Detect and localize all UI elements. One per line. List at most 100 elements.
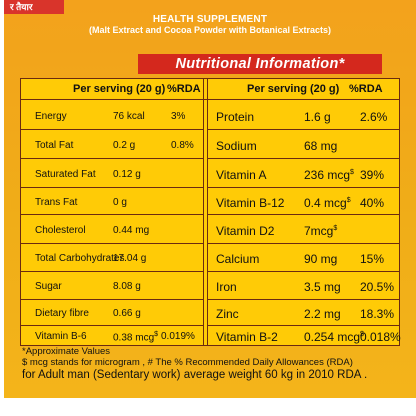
nutrient-value-text: 1.6 g bbox=[304, 110, 331, 124]
nutrient-value-text: 0.12 g bbox=[113, 169, 141, 180]
table-header-rule bbox=[21, 99, 399, 100]
nutrient-row: Protein 1.6 g 2.6% bbox=[208, 101, 399, 129]
microgram-marker: $ bbox=[333, 225, 338, 232]
nutrient-name: Vitamin B-2 bbox=[216, 330, 278, 344]
row-divider bbox=[208, 187, 399, 188]
nutrient-rda: 15% bbox=[360, 252, 385, 266]
nutrient-value: 0.44 mg bbox=[113, 225, 149, 236]
microgram-marker: $ bbox=[350, 169, 354, 176]
nutrient-row: Saturated Fat 0.12 g bbox=[21, 158, 203, 187]
nutrient-row: Vitamin B-6 0.38 mcg$ 0.019% bbox=[21, 325, 203, 345]
nutrient-value-text: 0.254 mcg bbox=[304, 330, 361, 344]
row-divider bbox=[208, 299, 399, 300]
nutrient-value: 0.4 mcg$ bbox=[304, 196, 351, 210]
nutrient-row: Trans Fat 0 g bbox=[21, 187, 203, 214]
left-header-rda: %RDA bbox=[167, 83, 201, 95]
nutrient-name: Cholesterol bbox=[35, 225, 86, 236]
nutrient-row: Total Carbohydrates 17.04 g bbox=[21, 243, 203, 271]
nutrient-value: 1.6 g bbox=[304, 110, 331, 124]
row-divider bbox=[21, 158, 203, 159]
nutrient-name: Sugar bbox=[35, 281, 62, 292]
nutrient-name: Iron bbox=[216, 280, 237, 294]
nutrient-value-text: 8.08 g bbox=[113, 281, 141, 292]
bottom-white-strip bbox=[0, 398, 416, 416]
nutrient-value-text: 0.2 g bbox=[113, 140, 136, 151]
nutrient-row: Zinc 2.2 mg 18.3% bbox=[208, 299, 399, 325]
nutrient-name: Dietary fibre bbox=[35, 308, 89, 319]
nutrient-row: Sugar 8.08 g bbox=[21, 271, 203, 299]
nutrient-rda: 20.5% bbox=[360, 280, 395, 294]
nutrient-value: 0 g bbox=[113, 197, 127, 208]
footnote-adult: for Adult man (Sedentary work) average w… bbox=[22, 369, 368, 381]
nutrient-name: Total Fat bbox=[35, 140, 74, 151]
nutrient-value: 0.38 mcg$ bbox=[113, 331, 158, 343]
header-title: HEALTH SUPPLEMENT bbox=[152, 14, 268, 25]
table-center-divider-2 bbox=[207, 79, 208, 345]
nutritional-information-banner: Nutritional Information* bbox=[138, 54, 382, 74]
right-header-rda: %RDA bbox=[349, 83, 383, 95]
nutrient-rda: 0.018% bbox=[360, 330, 401, 344]
label-panel: र तैयार HEALTH SUPPLEMENT (Malt Extract … bbox=[4, 0, 416, 398]
nutrition-table: Per serving (20 g) %RDA Per serving (20 … bbox=[20, 78, 401, 346]
table-right-edge bbox=[399, 79, 400, 345]
row-divider bbox=[208, 325, 399, 326]
nutrient-value: 0.66 g bbox=[113, 308, 141, 319]
nutrient-value: 2.2 mg bbox=[304, 307, 341, 321]
nutrient-value-text: 0.38 mcg bbox=[113, 332, 155, 344]
nutrient-name: Total Carbohydrates bbox=[35, 253, 125, 264]
nutrient-row: Vitamin A 236 mcg$ 39% bbox=[208, 158, 399, 187]
nutrient-name: Trans Fat bbox=[35, 197, 78, 208]
footnote-approx: *Approximate Values bbox=[22, 346, 111, 357]
nutrient-value: 0.2 g bbox=[113, 140, 135, 151]
row-divider bbox=[21, 299, 203, 300]
right-header-serving: Per serving (20 g) bbox=[247, 83, 340, 95]
row-divider bbox=[21, 214, 203, 215]
nutrient-row: Vitamin B-2 0.254 mcg$ 0.018% bbox=[208, 325, 401, 345]
table-center-divider bbox=[203, 79, 204, 345]
microgram-marker: $ bbox=[346, 197, 351, 204]
corner-text: र तैयार bbox=[10, 2, 33, 12]
nutrient-value-text: 236 mcg bbox=[304, 168, 351, 182]
nutrient-rda: 18.3% bbox=[360, 307, 395, 321]
nutrient-value: 3.5 mg bbox=[304, 280, 341, 294]
nutrient-value: 0.12 g bbox=[113, 169, 141, 180]
row-divider bbox=[21, 187, 203, 188]
nutrient-rda: 0.019% bbox=[161, 331, 195, 342]
nutrient-name: Energy bbox=[35, 111, 67, 122]
microgram-marker: $ bbox=[360, 331, 364, 338]
row-divider bbox=[208, 158, 399, 159]
nutrient-rda: 2.6% bbox=[360, 110, 388, 124]
nutrient-value-text: 68 mg bbox=[304, 139, 338, 153]
row-divider bbox=[208, 129, 399, 130]
nutrient-value-text: 17.04 g bbox=[113, 253, 147, 264]
nutrient-value-text: 90 mg bbox=[304, 252, 338, 266]
row-divider bbox=[21, 271, 203, 272]
row-divider bbox=[21, 243, 203, 244]
nutrient-rda: 0.8% bbox=[171, 140, 194, 151]
nutrient-value-text: 0 g bbox=[113, 197, 127, 208]
microgram-marker: $ bbox=[154, 331, 159, 338]
nutrient-row: Vitamin D2 7mcg$ bbox=[208, 214, 399, 243]
row-divider bbox=[208, 271, 399, 272]
nutrient-value-text: 2.2 mg bbox=[304, 307, 341, 321]
nutrient-row: Dietary fibre 0.66 g bbox=[21, 299, 203, 325]
nutrient-value-text: 3.5 mg bbox=[304, 280, 341, 294]
nutrient-name: Saturated Fat bbox=[35, 169, 96, 180]
nutrient-row: Sodium 68 mg bbox=[208, 129, 399, 158]
nutrient-row: Iron 3.5 mg 20.5% bbox=[208, 271, 399, 299]
nutrient-name: Protein bbox=[216, 110, 255, 124]
footnotes: *Approximate Values $ mcg stands for mic… bbox=[22, 346, 412, 382]
nutrient-value-text: 0.66 g bbox=[113, 308, 141, 319]
nutrient-value: 8.08 g bbox=[113, 281, 141, 292]
nutrient-value: 0.254 mcg$ bbox=[304, 330, 364, 344]
nutrient-value: 76 kcal bbox=[113, 111, 145, 122]
corner-red-strip bbox=[4, 0, 64, 14]
nutrient-name: Calcium bbox=[216, 252, 260, 266]
nutrient-rda: 3% bbox=[171, 111, 186, 122]
nutrient-rda: 39% bbox=[360, 168, 385, 182]
nutrient-name: Sodium bbox=[216, 139, 257, 153]
header-subtitle: (Malt Extract and Cocoa Powder with Bota… bbox=[88, 25, 332, 35]
nutrient-rda: 40% bbox=[360, 196, 385, 210]
nutrient-value-text: 0.44 mg bbox=[113, 225, 150, 236]
nutrient-row: Energy 76 kcal 3% bbox=[21, 101, 203, 129]
